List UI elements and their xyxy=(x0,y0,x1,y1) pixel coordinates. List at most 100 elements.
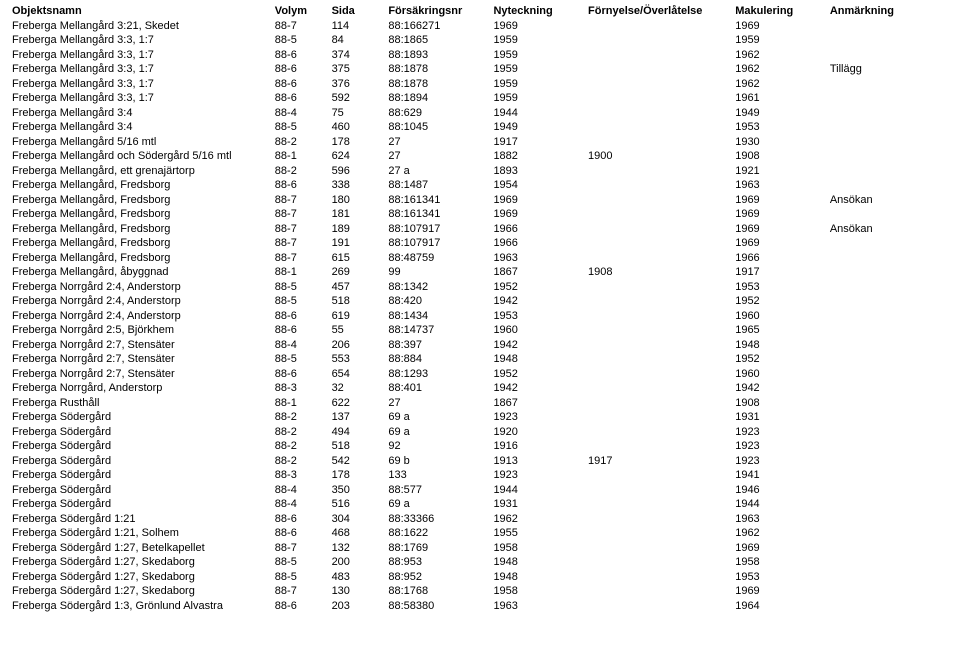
col-nyteckning: Nyteckning xyxy=(489,4,584,19)
table-row: Freberga Södergård88-213769 a19231931 xyxy=(8,410,952,425)
cell-anmark xyxy=(826,381,952,396)
cell-sida: 114 xyxy=(328,19,385,34)
cell-makul: 1908 xyxy=(731,149,826,164)
cell-forsakr: 88:1434 xyxy=(384,309,489,324)
cell-fornya xyxy=(584,599,731,614)
table-row: Freberga Södergård88-451669 a19311944 xyxy=(8,497,952,512)
cell-objekt: Freberga Mellangård, Fredsborg xyxy=(8,222,271,237)
cell-volym: 88-3 xyxy=(271,468,328,483)
cell-sida: 180 xyxy=(328,193,385,208)
cell-sida: 460 xyxy=(328,120,385,135)
cell-objekt: Freberga Södergård 1:27, Betelkapellet xyxy=(8,541,271,556)
cell-fornya xyxy=(584,396,731,411)
table-row: Freberga Norrgård 2:7, Stensäter88-66548… xyxy=(8,367,952,382)
cell-fornya xyxy=(584,120,731,135)
cell-fornya xyxy=(584,497,731,512)
cell-fornya xyxy=(584,555,731,570)
cell-volym: 88-7 xyxy=(271,222,328,237)
cell-objekt: Freberga Norrgård 2:5, Björkhem xyxy=(8,323,271,338)
cell-forsakr: 27 xyxy=(384,396,489,411)
cell-fornya xyxy=(584,222,731,237)
cell-makul: 1931 xyxy=(731,410,826,425)
cell-forsakr: 88:577 xyxy=(384,483,489,498)
cell-objekt: Freberga Mellangård 3:4 xyxy=(8,120,271,135)
cell-objekt: Freberga Norrgård 2:7, Stensäter xyxy=(8,352,271,367)
cell-anmark: Ansökan xyxy=(826,222,952,237)
table-row: Freberga Rusthåll88-16222718671908 xyxy=(8,396,952,411)
cell-makul: 1969 xyxy=(731,193,826,208)
table-row: Freberga Mellangård och Södergård 5/16 m… xyxy=(8,149,952,164)
cell-nyteck: 1931 xyxy=(489,497,584,512)
cell-sida: 516 xyxy=(328,497,385,512)
cell-fornya xyxy=(584,410,731,425)
cell-forsakr: 69 a xyxy=(384,497,489,512)
cell-sida: 178 xyxy=(328,135,385,150)
cell-nyteck: 1920 xyxy=(489,425,584,440)
cell-makul: 1930 xyxy=(731,135,826,150)
col-objektsnamn: Objektsnamn xyxy=(8,4,271,19)
cell-nyteck: 1923 xyxy=(489,410,584,425)
cell-forsakr: 88:107917 xyxy=(384,222,489,237)
table-row: Freberga Södergård 1:27, Betelkapellet 88… xyxy=(8,541,952,556)
cell-anmark xyxy=(826,135,952,150)
cell-fornya xyxy=(584,77,731,92)
cell-nyteck: 1944 xyxy=(489,483,584,498)
table-row: Freberga Norrgård 2:4, Anderstorp88-5457… xyxy=(8,280,952,295)
cell-fornya xyxy=(584,483,731,498)
cell-anmark xyxy=(826,468,952,483)
cell-anmark xyxy=(826,570,952,585)
cell-makul: 1953 xyxy=(731,120,826,135)
cell-makul: 1958 xyxy=(731,555,826,570)
cell-objekt: Freberga Mellangård 5/16 mtl xyxy=(8,135,271,150)
cell-sida: 457 xyxy=(328,280,385,295)
cell-objekt: Freberga Södergård xyxy=(8,497,271,512)
cell-nyteck: 1916 xyxy=(489,439,584,454)
cell-objekt: Freberga Mellangård, Fredsborg xyxy=(8,251,271,266)
cell-nyteck: 1882 xyxy=(489,149,584,164)
cell-fornya xyxy=(584,91,731,106)
cell-volym: 88-7 xyxy=(271,19,328,34)
table-row: Freberga Södergård 1:2188-630488:3336619… xyxy=(8,512,952,527)
table-row: Freberga Norrgård 2:7, Stensäter88-42068… xyxy=(8,338,952,353)
cell-sida: 181 xyxy=(328,207,385,222)
cell-fornya xyxy=(584,309,731,324)
cell-sida: 269 xyxy=(328,265,385,280)
cell-makul: 1952 xyxy=(731,294,826,309)
cell-anmark xyxy=(826,367,952,382)
cell-fornya xyxy=(584,178,731,193)
cell-fornya xyxy=(584,62,731,77)
cell-makul: 1962 xyxy=(731,526,826,541)
cell-anmark xyxy=(826,265,952,280)
table-row: Freberga Norrgård 2:7, Stensäter88-55538… xyxy=(8,352,952,367)
cell-fornya xyxy=(584,338,731,353)
table-row: Freberga Mellangård 3:488-546088:1045194… xyxy=(8,120,952,135)
cell-fornya xyxy=(584,570,731,585)
cell-fornya xyxy=(584,236,731,251)
cell-sida: 615 xyxy=(328,251,385,266)
cell-makul: 1948 xyxy=(731,338,826,353)
cell-makul: 1962 xyxy=(731,48,826,63)
cell-nyteck: 1944 xyxy=(489,106,584,121)
cell-sida: 130 xyxy=(328,584,385,599)
cell-nyteck: 1952 xyxy=(489,280,584,295)
cell-objekt: Freberga Mellangård, ett grenajärtorp xyxy=(8,164,271,179)
cell-volym: 88-6 xyxy=(271,178,328,193)
records-table: Objektsnamn Volym Sida Försäkringsnr Nyt… xyxy=(8,4,952,613)
cell-forsakr: 88:397 xyxy=(384,338,489,353)
cell-fornya xyxy=(584,48,731,63)
cell-nyteck: 1893 xyxy=(489,164,584,179)
cell-objekt: Freberga Norrgård, Anderstorp xyxy=(8,381,271,396)
cell-nyteck: 1963 xyxy=(489,251,584,266)
cell-sida: 178 xyxy=(328,468,385,483)
cell-makul: 1917 xyxy=(731,265,826,280)
cell-makul: 1965 xyxy=(731,323,826,338)
cell-nyteck: 1959 xyxy=(489,62,584,77)
cell-anmark xyxy=(826,555,952,570)
cell-objekt: Freberga Södergård xyxy=(8,410,271,425)
cell-forsakr: 88:1769 xyxy=(384,541,489,556)
cell-anmark xyxy=(826,33,952,48)
table-row: Freberga Södergård88-25189219161923 xyxy=(8,439,952,454)
cell-nyteck: 1969 xyxy=(489,19,584,34)
cell-nyteck: 1867 xyxy=(489,396,584,411)
cell-sida: 350 xyxy=(328,483,385,498)
